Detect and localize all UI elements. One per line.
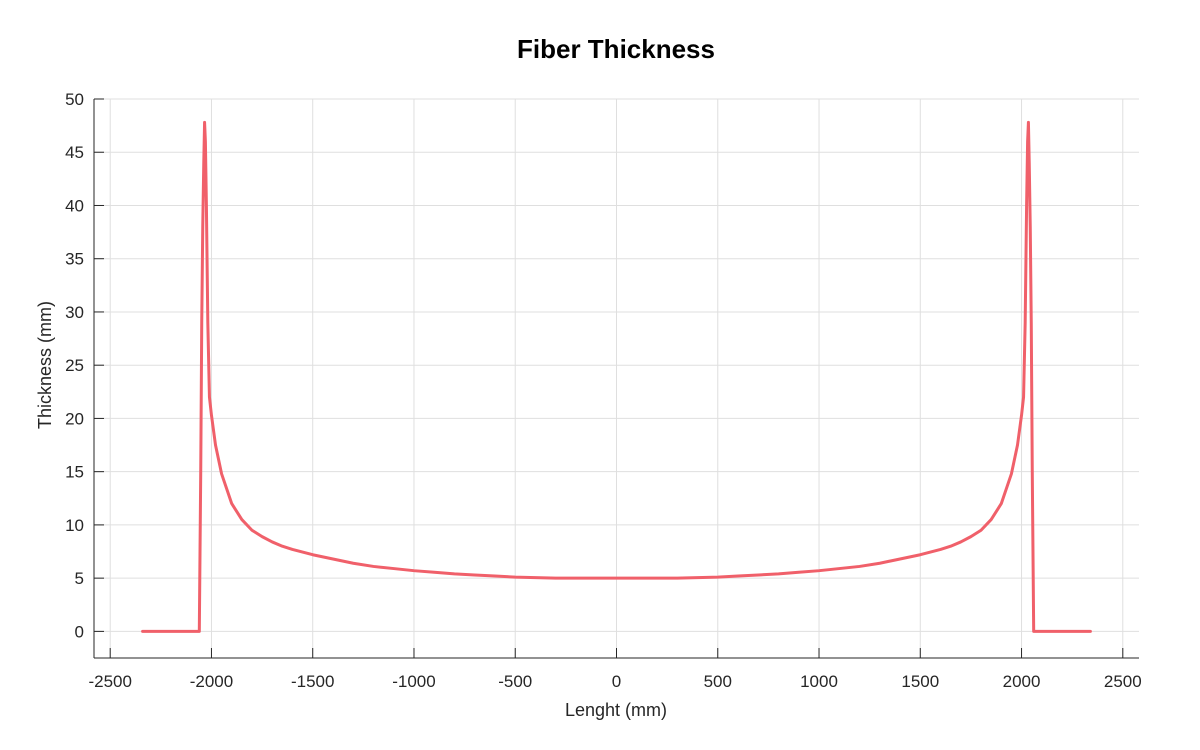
x-tick-label: 1500 [901,672,939,691]
x-tick-label: -500 [498,672,532,691]
x-tick-label: 1000 [800,672,838,691]
x-tick-label: 2500 [1104,672,1142,691]
y-tick-label: 45 [65,143,84,162]
series-line [141,120,1092,633]
x-axis-ticks: -2500 -2000 -1500 -1000 -500 0 500 1000 1500 2000… [88,648,1142,691]
y-tick-label: 25 [65,356,84,375]
y-tick-label: 35 [65,250,84,269]
chart-title: Fiber Thickness [517,34,715,64]
x-tick-label: -1000 [392,672,435,691]
y-tick-label: 30 [65,303,84,322]
x-tick-label: -2000 [190,672,233,691]
series-group [141,120,1092,633]
x-axis-label: Lenght (mm) [565,700,667,720]
y-tick-label: 15 [65,463,84,482]
y-tick-label: 0 [75,622,84,641]
y-axis-label: Thickness (mm) [35,301,55,429]
x-tick-label: -1500 [291,672,334,691]
x-grid [109,99,1124,658]
y-tick-label: 50 [65,90,84,109]
y-tick-label: 20 [65,409,84,428]
y-tick-label: 40 [65,196,84,215]
y-tick-label: 10 [65,516,84,535]
y-tick-label: 5 [75,569,84,588]
x-tick-label: 2000 [1003,672,1041,691]
x-tick-label: 500 [704,672,732,691]
x-tick-label: -2500 [88,672,131,691]
x-tick-label: 0 [612,672,621,691]
y-axis-ticks: 0 5 10 15 20 25 30 35 40 45 50 [65,90,104,641]
